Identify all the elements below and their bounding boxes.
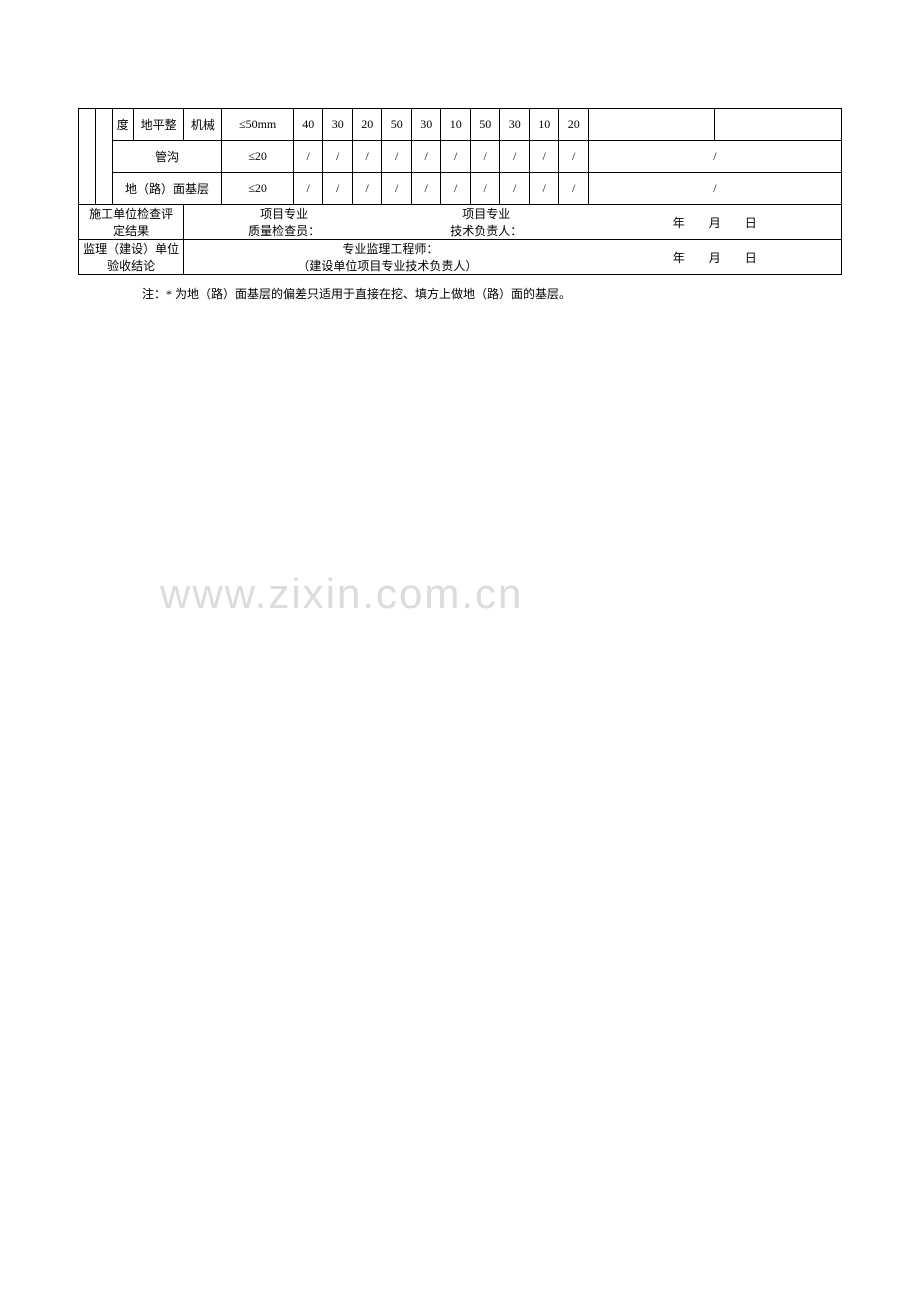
right-cell [588,109,714,141]
val-cell: / [352,141,382,173]
val-cell: / [323,173,353,205]
val-cell: 30 [500,109,530,141]
supervision-engineer-cell: 专业监理工程师： （建设单位项目专业技术负责人） [184,240,589,275]
construction-unit-label: 施工单位检查评定结果 [79,205,184,240]
val-cell: / [352,173,382,205]
sig2-l2: （建设单位项目专业技术负责人） [184,257,588,274]
val-cell: / [500,141,530,173]
watermark-text: www.zixin.com.cn [160,570,523,618]
val-cell: / [323,141,353,173]
sig1-l1a: 项目专业 [184,205,382,222]
sig2-l1: 专业监理工程师： [184,240,588,257]
val-cell: / [441,173,471,205]
sig1-l2b: 技术负责人： [382,222,589,239]
val-cell: / [382,141,412,173]
val-cell: / [529,141,559,173]
spec-cell: ≤20 [222,173,294,205]
val-cell: / [382,173,412,205]
val-cell: 30 [411,109,441,141]
right-merged-cell: / [588,141,841,173]
inspection-table: 度 地平整 机械 ≤50mm 40 30 20 50 30 10 50 30 1… [78,108,842,275]
val-cell: 40 [293,109,323,141]
val-cell: / [411,173,441,205]
sig1-left-l1: 施工单位检查评定结果 [89,207,173,238]
val-cell: 10 [441,109,471,141]
sig1-l1b: 质量检查员： [184,222,382,239]
data-row-1: 度 地平整 机械 ≤50mm 40 30 20 50 30 10 50 30 1… [79,109,842,141]
sig1-l2a: 项目专业 [382,205,589,222]
data-row-3: 地（路）面基层 ≤20 / / / / / / / / / / / [79,173,842,205]
val-cell: 50 [382,109,412,141]
signature-row-1: 施工单位检查评定结果 项目专业 质量检查员： 项目专业 技术负责人： 年 月 日 [79,205,842,240]
du-cell: 度 [112,109,133,141]
dipingzheng-cell: 地平整 [133,109,184,141]
val-cell: 20 [559,109,589,141]
val-cell: / [470,173,500,205]
signature-row-2: 监理（建设）单位验收结论 专业监理工程师： （建设单位项目专业技术负责人） 年 … [79,240,842,275]
dilumianjiceng-cell: 地（路）面基层 [112,173,222,205]
val-cell: / [411,141,441,173]
data-row-2: 管沟 ≤20 / / / / / / / / / / / [79,141,842,173]
sig2-date: 年 月 日 [588,240,841,275]
sig2-left: 监理（建设）单位验收结论 [83,242,179,273]
spec-cell: ≤50mm [222,109,294,141]
val-cell: 20 [352,109,382,141]
val-cell: 50 [470,109,500,141]
val-cell: / [470,141,500,173]
val-cell: 30 [323,109,353,141]
val-cell: / [500,173,530,205]
val-cell: / [559,173,589,205]
val-cell: / [441,141,471,173]
right-merged-cell: / [588,173,841,205]
val-cell: 10 [529,109,559,141]
spec-cell: ≤20 [222,141,294,173]
supervision-unit-label: 监理（建设）单位验收结论 [79,240,184,275]
val-cell: / [293,141,323,173]
quality-inspector-cell: 项目专业 质量检查员： [184,205,382,240]
footnote: 注：* 为地（路）面基层的偏差只适用于直接在挖、填方上做地（路）面的基层。 [142,285,920,302]
val-cell: / [559,141,589,173]
val-cell: / [529,173,559,205]
guangou-cell: 管沟 [112,141,222,173]
val-cell: / [293,173,323,205]
jixie-cell: 机械 [184,109,222,141]
right-cell [715,109,842,141]
sig1-date: 年 月 日 [588,205,841,240]
blank-cell [79,109,96,205]
tech-lead-cell: 项目专业 技术负责人： [382,205,589,240]
blank-cell [95,109,112,205]
